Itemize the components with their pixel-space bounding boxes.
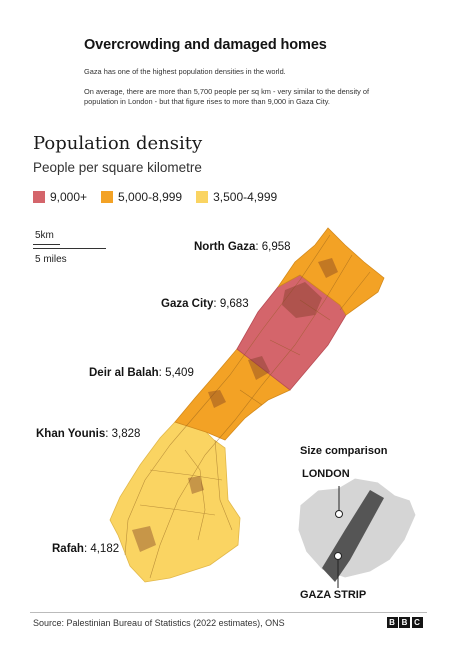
built-up-areas [132,258,338,552]
headline: Overcrowding and damaged homes [84,37,327,53]
region-sep-rafah: : [83,543,91,555]
region-khan-younis-rafah [109,421,241,583]
footer-divider [30,612,427,613]
region-label-rafah: Rafah: 4,182 [52,543,119,555]
london-label: LONDON [302,468,350,480]
region-label-deir-al-balah: Deir al Balah: 5,409 [89,367,194,379]
legend-label-medium: 5,000-8,999 [118,190,183,204]
bbc-logo: B B C [385,617,423,628]
region-name-rafah: Rafah [52,543,84,555]
region-value-khan-younis: 3,828 [111,428,141,440]
region-value-north-gaza: 6,958 [261,241,291,253]
region-label-north-gaza: North Gaza: 6,958 [194,241,291,253]
region-value-deir-al-balah: 5,409 [165,367,194,379]
region-sep-deir-al-balah: : [158,367,166,379]
road-network [124,234,371,579]
region-name-gaza-city: Gaza City [161,298,214,310]
london-pointer-dot [335,510,343,518]
map-title: Population density [33,133,203,154]
scale-miles-line [33,248,106,249]
region-north-gaza [277,227,385,316]
intro-paragraph-1: Gaza has one of the highest population d… [84,67,286,76]
region-value-gaza-city: 9,683 [219,298,249,310]
region-sep-khan-younis: : [105,428,112,440]
region-label-khan-younis: Khan Younis: 3,828 [36,428,140,440]
legend-swatch-high [33,191,45,203]
intro-paragraph-2: On average, there are more than 5,700 pe… [84,87,370,106]
region-value-rafah: 4,182 [90,543,120,555]
bbc-logo-letter-3: C [411,617,423,628]
legend-label-low: 3,500-4,999 [213,190,278,204]
region-deir-al-balah [174,348,291,441]
region-name-deir-al-balah: Deir al Balah [89,367,159,379]
region-name-khan-younis: Khan Younis [36,428,106,440]
size-comparison-title: Size comparison [300,445,388,457]
gaza-strip-label: GAZA STRIP [300,589,367,601]
legend-item-high: 9,000+ [33,190,87,204]
legend-swatch-medium [101,191,114,203]
scale-km-label: 5km [35,230,54,241]
source-note: Source: Palestinian Bureau of Statistics… [33,618,285,628]
gaza-pointer-dot [334,552,342,560]
scale-miles-label: 5 miles [35,254,67,265]
region-sep-north-gaza: : [255,241,262,253]
legend-item-low: 3,500-4,999 [196,190,277,204]
legend-label-high: 9,000+ [50,190,88,204]
legend-item-medium: 5,000-8,999 [101,190,182,204]
bbc-logo-letter-2: B [399,617,410,628]
legend: 9,000+ 5,000-8,999 3,500-4,999 [33,190,291,204]
region-sep-gaza-city: : [213,298,220,310]
map-subtitle: People per square kilometre [33,160,202,175]
legend-swatch-low [196,191,209,203]
region-label-gaza-city: Gaza City: 9,683 [161,298,249,310]
region-name-north-gaza: North Gaza [194,241,256,253]
scale-km-line [33,244,60,245]
bbc-logo-letter-1: B [386,617,398,628]
